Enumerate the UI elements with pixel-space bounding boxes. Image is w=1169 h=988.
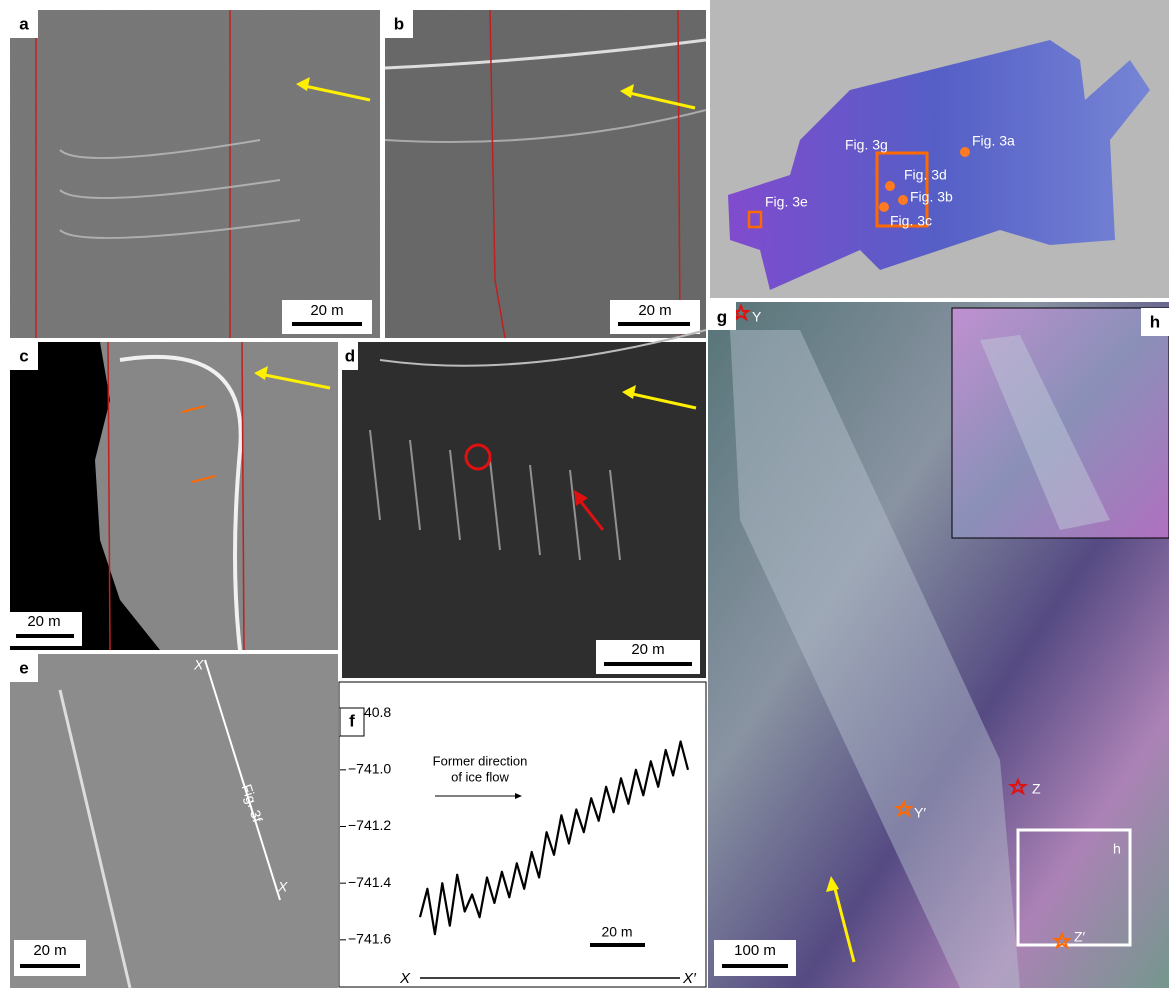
scale-label: 20 m [601, 924, 632, 940]
panel-label: d [345, 346, 355, 365]
annotation: of ice flow [451, 769, 509, 784]
panel-label: c [19, 346, 28, 365]
marker-label: Y′ [914, 805, 926, 821]
map-label: Fig. 3g [845, 137, 888, 153]
sonar-image [10, 10, 380, 338]
scale-label: 20 m [310, 302, 343, 319]
scale-label: 20 m [631, 641, 664, 658]
panel-label: g [717, 307, 727, 326]
y-tick-label: −741.4 [348, 874, 391, 890]
scale-label: 20 m [33, 942, 66, 959]
panel-label: a [19, 14, 29, 33]
map-label: Fig. 3b [910, 189, 953, 205]
sonar-image [385, 10, 706, 338]
panel-label: f [349, 711, 355, 730]
panel-label: h [1150, 312, 1160, 331]
profile-end: X′ [193, 657, 207, 673]
annotation: Former direction [433, 753, 528, 768]
panel-label: e [19, 658, 28, 677]
marker-label: Z′ [1074, 929, 1086, 945]
inset-box-label: h [1113, 841, 1121, 857]
scale-label: 100 m [734, 942, 776, 959]
scale-label: 20 m [638, 302, 671, 319]
axis-end-label: X′ [682, 970, 697, 987]
marker-label: Z [1032, 781, 1041, 797]
y-tick-label: −741.0 [348, 761, 391, 777]
map-label: Fig. 3e [765, 194, 808, 210]
map-label: Fig. 3a [972, 133, 1015, 149]
map-label: Fig. 3d [904, 167, 947, 183]
panel-label: b [394, 14, 404, 33]
marker-label: Y [752, 309, 762, 325]
map-label: Fig. 3c [890, 213, 932, 229]
bathymetry-image [10, 654, 338, 988]
scale-label: 20 m [27, 613, 60, 630]
y-tick-label: −741.2 [348, 817, 391, 833]
y-tick-label: −741.6 [348, 931, 391, 947]
sonar-image [342, 342, 706, 678]
axis-end-label: X [399, 970, 411, 987]
profile-frame [339, 682, 706, 987]
figure: a 20 m b 20 m Fig. 3g Fig. 3a Fig. 3d Fi… [0, 0, 1169, 988]
profile-end: X [277, 879, 288, 895]
